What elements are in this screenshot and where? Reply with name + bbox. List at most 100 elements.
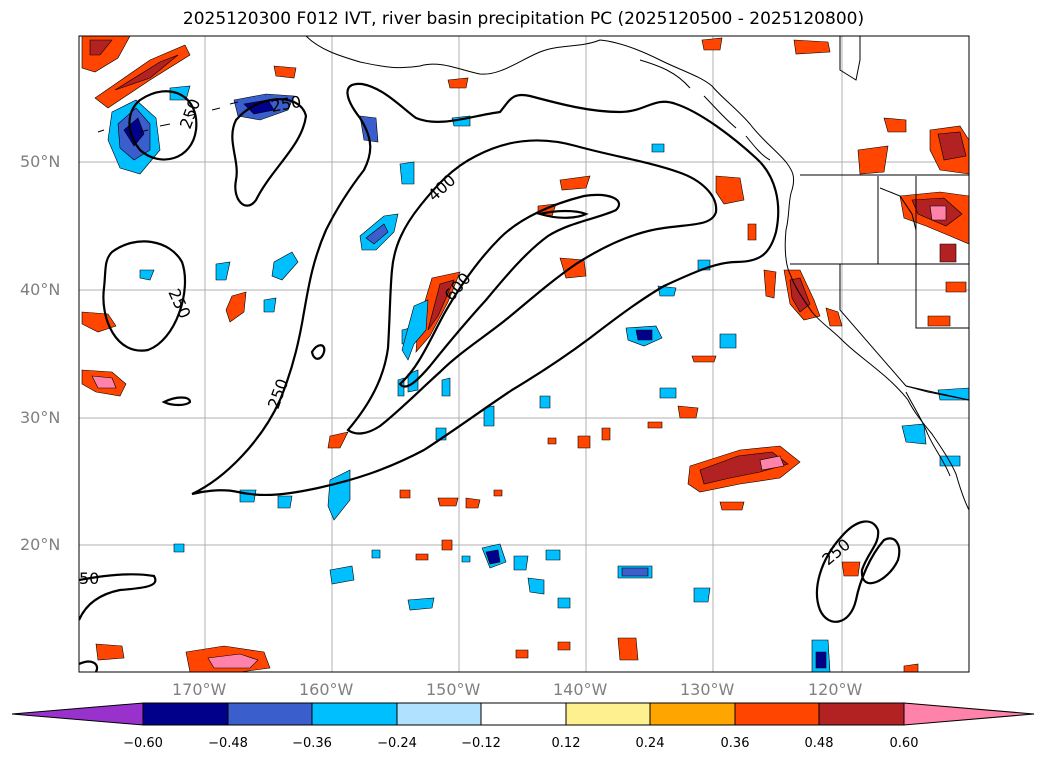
anomaly-patch [815,651,827,669]
anomaly-patch [399,161,415,185]
positive-anomaly-patches [81,36,969,672]
lat-label-30n: 30°N [20,408,61,427]
aleutian-islands [97,101,239,133]
colorbar [11,702,1035,726]
anomaly-patch [359,115,379,143]
anomaly-patch [927,315,951,327]
contour-label: 250 [164,286,194,322]
mexico-border [905,385,969,401]
lat-label-40n: 40°N [20,280,61,299]
anomaly-patch [841,561,861,577]
anomaly-patch [114,54,179,91]
anomaly-patch [139,269,155,281]
lon-label-140w: 140°W [553,680,608,699]
anomaly-patch [883,117,907,133]
anomaly-patch [559,175,591,191]
anomaly-patch [461,555,471,563]
lon-label-170w: 170°W [172,680,227,699]
anomaly-patch [635,329,653,341]
anomaly-patch [493,489,503,497]
anomaly-patch [95,643,125,661]
anomaly-patch [513,555,529,571]
anomaly-patch [557,597,571,609]
colorbar-bin [227,702,313,726]
anomaly-patch [715,175,745,205]
contour-250-west-top [128,90,198,161]
map-frame [78,35,970,673]
colorbar-tick: −0.12 [461,736,501,751]
graticule [79,36,969,672]
anomaly-patch [759,455,785,471]
anomaly-patch [691,355,717,363]
anomaly-patch [857,145,889,175]
anomaly-patch [937,387,969,401]
lon-label-160w: 160°W [299,680,354,699]
colorbar-tick: 0.12 [551,736,581,751]
us-west-coast [789,273,969,511]
anomaly-patch [89,39,113,56]
map-title: 2025120300 F012 IVT, river basin precipi… [182,9,865,29]
anomaly-patch [617,637,639,661]
anomaly-patch [273,65,297,79]
anomaly-patch [789,277,811,313]
anomaly-patch [215,261,231,281]
anomaly-patch [441,377,451,397]
anomaly-patch [747,223,757,241]
anomaly-patch [701,37,723,51]
baja-coast [905,391,951,477]
anomaly-patch [937,131,967,161]
anomaly-patch [793,39,831,55]
colorbar-extend-low [11,702,144,726]
anomaly-patch [621,567,649,577]
anomaly-patch [557,641,571,651]
colorbar-tick: −0.48 [208,736,248,751]
bc-alaska-border [839,36,861,81]
lat-label-50n: 50°N [20,152,61,171]
contour-label: 250 [264,376,292,411]
anomaly-patch [329,565,355,585]
anomaly-patch [401,299,429,361]
anomaly-patch [659,387,677,399]
contour-50-sw [79,573,157,621]
colorbar-bin [396,702,482,726]
contour-label: 400 [424,170,459,205]
anomaly-patch [437,497,459,507]
anomaly-patch [825,307,843,327]
anomaly-patch [693,587,711,603]
contour-small-loop-2 [161,396,192,407]
contour-50-sw-lower [79,660,99,672]
ivt-contours [79,82,901,672]
anomaly-patch [327,469,351,521]
colorbar-bin [734,702,820,726]
anomaly-patch [243,99,275,115]
anomaly-patch [123,117,145,147]
contour-250-west-mid [102,240,187,352]
anomaly-patch [647,421,663,429]
colorbar-bin [142,702,229,726]
colorbar-tick: 0.48 [804,736,834,751]
anomaly-patch [903,663,919,672]
contour-250-west-small [231,98,308,207]
anomaly-patch [485,549,501,565]
state-borders [790,176,969,401]
contour-600 [398,193,620,388]
anomaly-patch [515,649,529,659]
anomaly-patch [407,597,435,611]
colorbar-tick: 0.60 [889,736,919,751]
anomaly-patch [657,285,677,297]
anomaly-patch [547,437,557,445]
contour-400 [346,139,718,435]
anomaly-patch [427,279,455,331]
contour-labels: 250 250 250 400 600 250 250 50 [79,92,854,588]
anomaly-patch [399,489,411,499]
contour-label: 250 [269,92,302,116]
anomaly-patch [939,243,957,263]
anomaly-patch [91,375,117,389]
alaska-coast [305,36,795,275]
lon-label-120w: 120°W [808,680,863,699]
anomaly-patch [901,423,927,445]
anomaly-patch [601,427,611,441]
colorbar-tick: 0.24 [635,736,665,751]
colorbar-bin [480,702,567,726]
